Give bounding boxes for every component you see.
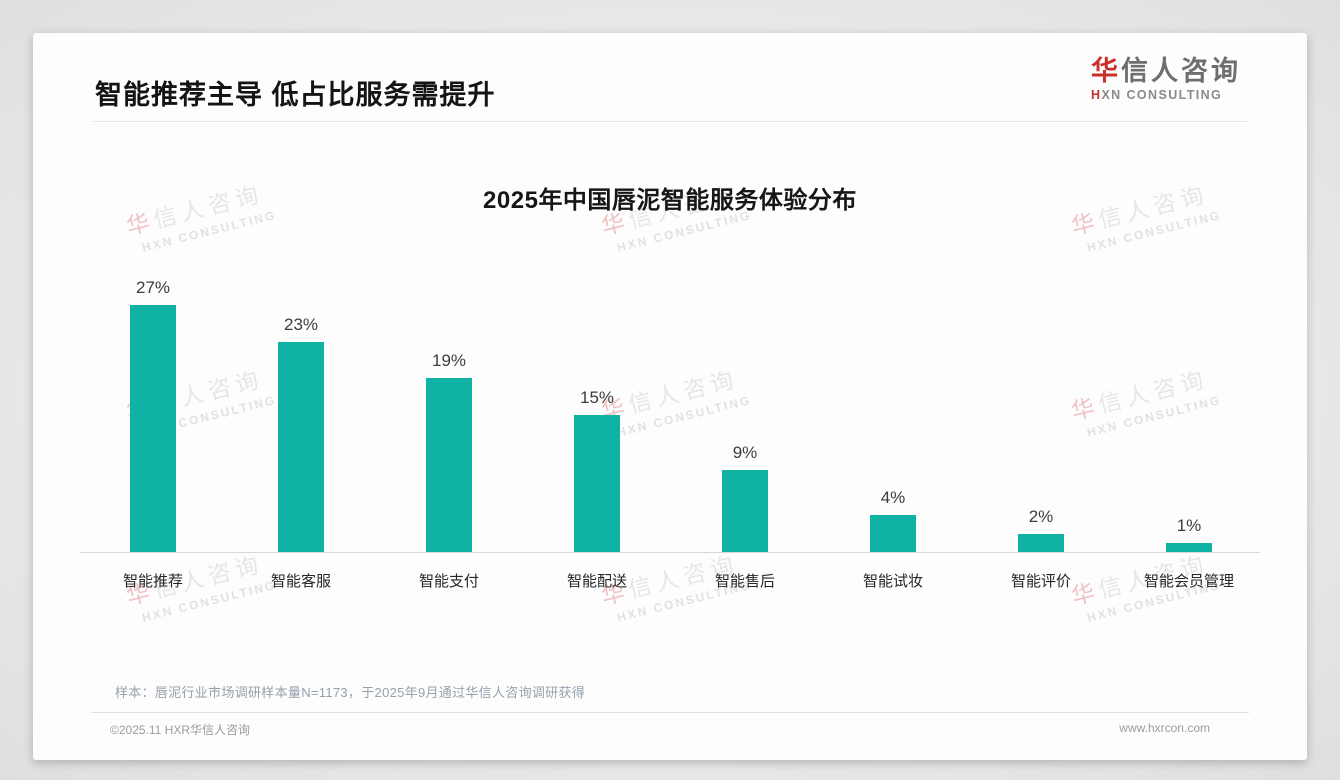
- bar-group: 9%: [705, 443, 785, 552]
- bar-group: 27%: [113, 278, 193, 552]
- bar-value-label: 2%: [1028, 507, 1054, 526]
- chart-title: 2025年中国唇泥智能服务体验分布: [483, 187, 857, 214]
- footer-divider: [91, 712, 1249, 713]
- bar: [870, 515, 916, 552]
- sample-footnote: 样本：唇泥行业市场调研样本量N=1173，于2025年9月通过华信人咨询调研获得: [115, 685, 586, 700]
- x-axis-label: 智能售后: [714, 573, 775, 590]
- x-axis-label: 智能试妆: [862, 573, 923, 590]
- x-axis-label: 智能评价: [1010, 573, 1071, 590]
- bar-value-label: 9%: [732, 443, 758, 462]
- x-axis-label: 智能会员管理: [1143, 573, 1234, 590]
- bar-group: 2%: [1001, 507, 1081, 552]
- logo-chinese-name: 华信人咨询: [1091, 56, 1241, 87]
- footer-copyright: ©2025.11 HXR华信人咨询: [110, 723, 250, 737]
- logo-cn-rest: 信人咨询: [1121, 56, 1241, 86]
- bar-group: 15%: [557, 388, 637, 552]
- footer-website: www.hxrcon.com: [1119, 721, 1210, 735]
- logo-accent-char: 华: [1091, 56, 1121, 86]
- report-card: 华信人咨询 HXN CONSULTING 华信人咨询 HXN CONSULTING 华信…: [33, 33, 1307, 760]
- page-title: 智能推荐主导 低占比服务需提升: [95, 80, 496, 110]
- x-axis-label: 智能配送: [566, 573, 627, 590]
- bar: [1166, 543, 1212, 552]
- logo-english-name: HXN CONSULTING: [1091, 88, 1241, 102]
- bar: [278, 342, 324, 552]
- bar-value-label: 27%: [135, 278, 171, 297]
- bar-plot: 27% 23% 19% 15% 9% 4% 2% 1%: [80, 253, 1260, 553]
- x-axis-labels: 智能推荐 智能客服 智能支付 智能配送 智能售后 智能试妆 智能评价 智能会员管理: [80, 570, 1260, 596]
- bar-group: 4%: [853, 488, 933, 552]
- x-axis-label: 智能推荐: [122, 573, 183, 590]
- bar-value-label: 1%: [1176, 516, 1202, 535]
- x-axis-label: 智能客服: [270, 573, 331, 590]
- header-divider: [93, 121, 1247, 122]
- bar-value-label: 23%: [283, 315, 319, 334]
- bar-group: 1%: [1149, 516, 1229, 552]
- bar: [722, 470, 768, 552]
- logo-en-accent: H: [1091, 87, 1102, 102]
- bar: [574, 415, 620, 552]
- x-axis-label: 智能支付: [418, 573, 479, 590]
- bar-value-label: 15%: [579, 388, 615, 407]
- bar-group: 23%: [261, 315, 341, 552]
- bar: [130, 305, 176, 552]
- company-logo: 华信人咨询 HXN CONSULTING: [1091, 56, 1241, 102]
- bar: [1018, 534, 1064, 552]
- bar-group: 19%: [409, 351, 489, 552]
- bar: [426, 378, 472, 552]
- logo-en-rest: XN CONSULTING: [1101, 87, 1223, 102]
- bar-value-label: 4%: [880, 488, 906, 507]
- bar-value-label: 19%: [431, 351, 467, 370]
